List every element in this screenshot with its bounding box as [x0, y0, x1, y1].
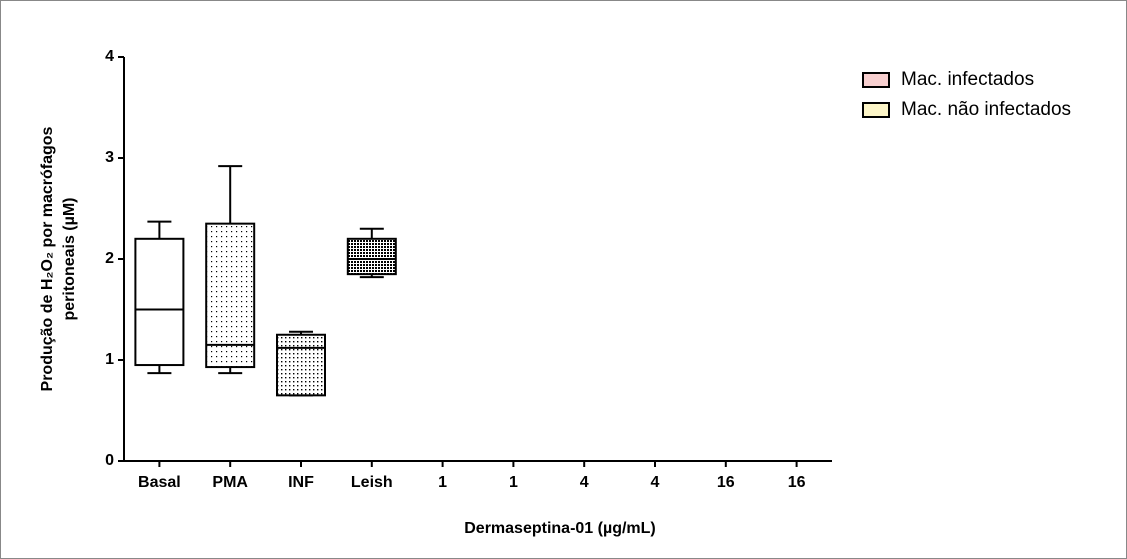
y-tick-label: 4 [105, 48, 114, 65]
box [205, 222, 256, 369]
legend-swatch [862, 102, 890, 118]
y-tick-label: 1 [105, 351, 114, 368]
x-tick-label: 16 [788, 474, 806, 491]
y-axis-label: peritoneais (µM) [61, 197, 78, 320]
y-tick-label: 0 [105, 452, 114, 469]
x-tick-label: 1 [438, 474, 447, 491]
legend-label: Mac. não infectados [901, 99, 1071, 120]
box [276, 333, 326, 397]
x-tick-label: 4 [580, 474, 589, 491]
x-tick-label: Leish [351, 474, 393, 491]
y-tick-label: 3 [105, 149, 114, 166]
y-tick-label: 2 [105, 250, 114, 267]
legend-label: Mac. infectados [901, 69, 1034, 90]
x-tick-label: 16 [717, 474, 735, 491]
x-tick-label: 4 [651, 474, 660, 491]
x-tick-label: Basal [138, 474, 181, 491]
y-axis-label: Produção de H₂O₂ por macrófagos [39, 126, 56, 391]
x-tick-label: PMA [212, 474, 248, 491]
legend-swatch [862, 72, 890, 88]
box [346, 237, 397, 276]
x-axis-label: Dermaseptina-01 (µg/mL) [464, 520, 655, 537]
x-tick-label: 1 [509, 474, 518, 491]
box [134, 237, 185, 367]
x-tick-label: INF [288, 474, 314, 491]
